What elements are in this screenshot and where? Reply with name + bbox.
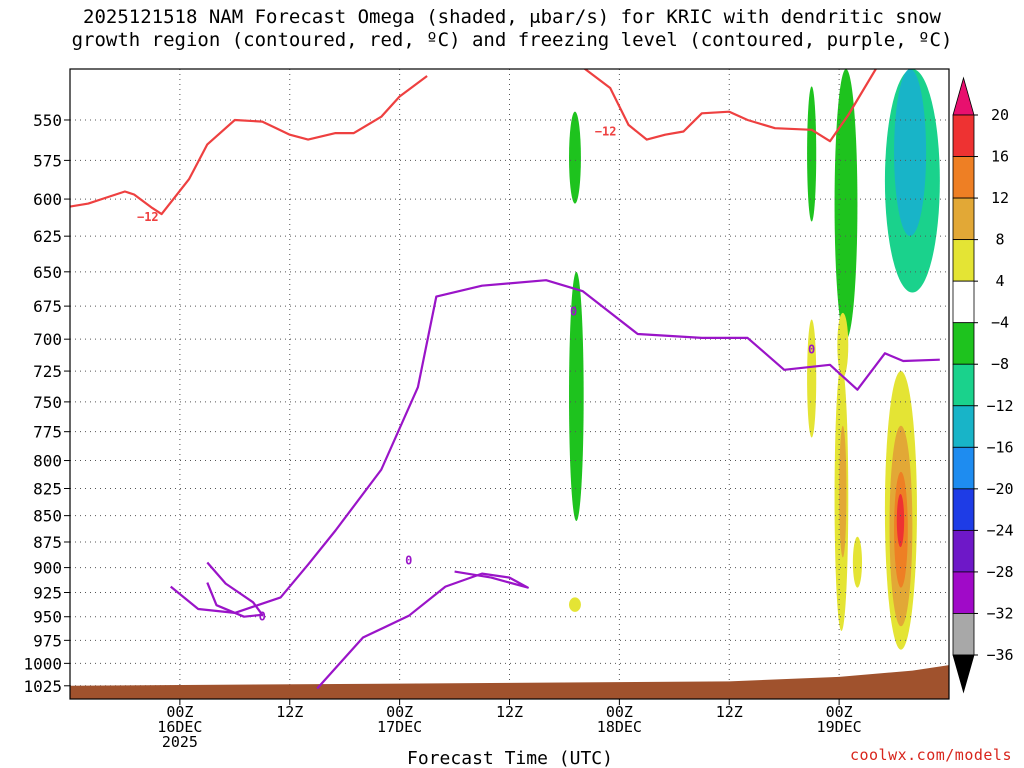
chart-title-line1: 2025121518 NAM Forecast Omega (shaded, μ… — [83, 6, 941, 28]
x-tick-label: 18DEC — [597, 718, 642, 736]
colorbar-segment — [952, 571, 975, 614]
colorbar-label: 4 — [995, 272, 1004, 290]
y-tick-label: 650 — [33, 263, 62, 282]
y-tick-label: 600 — [33, 190, 62, 209]
colorbar-segment — [952, 488, 975, 531]
colorbar-label: −24 — [986, 521, 1013, 539]
x-tick-label: 12Z — [496, 703, 523, 721]
omega-shading — [569, 69, 940, 650]
colorbar-label: 12 — [991, 189, 1009, 207]
y-tick-label: 900 — [33, 559, 62, 578]
terrain — [70, 665, 949, 699]
omega-region-0 — [569, 111, 581, 204]
y-tick-label: 750 — [33, 393, 62, 412]
omega-region-11 — [569, 597, 581, 612]
omega-region-12 — [839, 425, 847, 558]
colorbar-segment — [952, 405, 975, 448]
x-tick-label: 19DEC — [817, 718, 862, 736]
x-tick-label: 12Z — [716, 703, 743, 721]
omega-region-1 — [569, 271, 584, 521]
chart-title-line2: growth region (contoured, red, ºC) and f… — [71, 29, 953, 51]
y-tick-label: 925 — [33, 583, 62, 602]
contour-label-freezing: 0 — [570, 304, 577, 318]
contour-line-4 — [316, 570, 529, 690]
chart-title: 2025121518 NAM Forecast Omega (shaded, μ… — [0, 6, 1024, 52]
y-tick-label: 975 — [33, 631, 62, 650]
omega-region-6 — [807, 319, 817, 438]
colorbar-label: −28 — [986, 563, 1013, 581]
colorbar-label: −4 — [991, 314, 1009, 332]
colorbar-segment — [952, 197, 975, 241]
colorbar-segment — [952, 280, 975, 324]
y-tick-label: 675 — [33, 297, 62, 316]
colorbar-segment — [952, 239, 975, 282]
x-axis-title: Forecast Time (UTC) — [407, 748, 613, 768]
omega-region-3 — [834, 69, 858, 340]
y-tick-label: 950 — [33, 608, 62, 627]
omega-region-10 — [852, 536, 863, 588]
contour-line-1 — [583, 69, 877, 143]
colorbar-label: −36 — [986, 646, 1013, 664]
y-tick-label: 1025 — [23, 677, 62, 696]
y-tick-label: 1000 — [23, 654, 62, 673]
colorbar-segment — [952, 363, 975, 407]
omega-region-7 — [837, 312, 849, 378]
colorbar-label: 20 — [991, 106, 1009, 124]
colorbar-segment — [952, 446, 975, 490]
contour-line-2 — [170, 279, 940, 614]
colorbar-segment — [952, 114, 975, 157]
contour-label-freezing: 0 — [405, 553, 412, 567]
colorbar-segment — [952, 529, 975, 573]
y-axis-ticks: 550 575 600 625 650 675 700 725 750 775 800 825 850 8… — [23, 111, 70, 696]
colorbar-segment — [952, 613, 975, 656]
x-tick-label: 16DEC — [157, 718, 202, 736]
colorbar-label: 8 — [995, 231, 1004, 249]
y-tick-label: 875 — [33, 533, 62, 552]
y-tick-label: 550 — [33, 111, 62, 130]
contour-label-freezing: 0 — [259, 610, 266, 624]
contour-line-3 — [206, 561, 264, 618]
contour-label-freezing: 0 — [808, 342, 815, 356]
y-tick-label: 625 — [33, 227, 62, 246]
grid-lines — [70, 69, 949, 699]
colorbar-segment — [952, 156, 975, 199]
omega-region-2 — [807, 86, 817, 222]
x-tick-label: 00Z — [166, 703, 193, 721]
colorbar-label: −12 — [986, 397, 1013, 415]
x-tick-label: 2025 — [162, 733, 198, 751]
colorbar-label: −32 — [986, 604, 1013, 622]
colorbar-label: 16 — [991, 148, 1009, 166]
colorbar-label: −16 — [986, 438, 1013, 456]
contour-labels: −12 −12 0 0 0 0 — [137, 124, 815, 623]
x-tick-label: 00Z — [386, 703, 413, 721]
colorbar-arrow-top — [952, 76, 975, 116]
contour-line-0 — [70, 75, 428, 216]
terrain-area — [70, 665, 949, 699]
credit-text: coolwx.com/models — [849, 746, 1012, 764]
x-tick-label: 17DEC — [377, 718, 422, 736]
x-tick-label: 00Z — [606, 703, 633, 721]
contour-label-dendritic: −12 — [137, 210, 159, 224]
colorbar-segment — [952, 322, 975, 365]
colorbar-label: −8 — [991, 355, 1009, 373]
y-tick-label: 800 — [33, 452, 62, 471]
omega-region-5 — [894, 69, 927, 237]
omega-region-15 — [896, 493, 905, 548]
colorbar-arrow-bottom — [952, 654, 975, 694]
y-tick-label: 575 — [33, 151, 62, 170]
y-tick-label: 725 — [33, 362, 62, 381]
colorbar: 20 16 12 8 4 −4 −8 −12 −16 −20 −24 −28 −32 −36 — [952, 76, 1014, 694]
y-tick-label: 825 — [33, 480, 62, 499]
contour-lines — [70, 69, 940, 690]
colorbar-label: −20 — [986, 480, 1013, 498]
x-tick-label: 12Z — [276, 703, 303, 721]
y-tick-label: 775 — [33, 423, 62, 442]
y-tick-label: 700 — [33, 330, 62, 349]
x-tick-label: 00Z — [826, 703, 853, 721]
y-tick-label: 850 — [33, 507, 62, 526]
contour-label-dendritic: −12 — [595, 124, 617, 138]
